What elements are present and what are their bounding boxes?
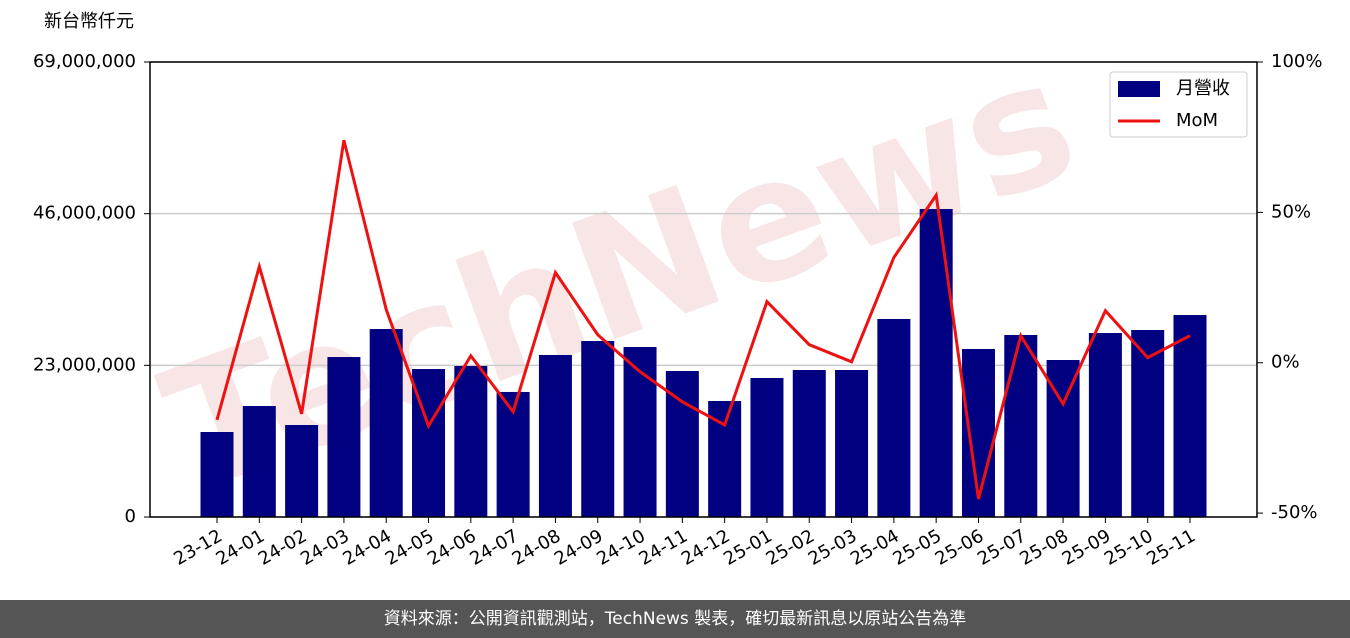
bar bbox=[792, 370, 826, 517]
bar bbox=[1004, 335, 1038, 517]
y2-tick-label: -50% bbox=[1271, 502, 1318, 523]
legend-swatch bbox=[1118, 81, 1160, 97]
bar bbox=[538, 354, 572, 517]
bar bbox=[581, 341, 615, 517]
line bbox=[215, 139, 1191, 500]
y2-tick-label: 0% bbox=[1271, 352, 1300, 373]
bar bbox=[242, 406, 276, 517]
bar bbox=[750, 377, 784, 517]
bar bbox=[369, 328, 403, 517]
y-tick-label: 46,000,000 bbox=[33, 203, 136, 224]
bar bbox=[835, 370, 869, 517]
bar bbox=[454, 365, 488, 517]
y-tick-label: 69,000,000 bbox=[33, 51, 136, 72]
plot-frame bbox=[149, 61, 1258, 518]
bar bbox=[1088, 333, 1122, 517]
bar bbox=[919, 208, 953, 517]
legend-label: 月營收 bbox=[1176, 78, 1230, 99]
x-tick-label: 25-11 bbox=[1143, 525, 1199, 569]
source-note: 資料來源：公開資訊觀測站，TechNews 製表，確切最新訊息以原站公告為準 bbox=[0, 600, 1350, 638]
bar bbox=[623, 347, 657, 517]
legend-label: MoM bbox=[1176, 110, 1218, 131]
y2-tick-label: 100% bbox=[1271, 51, 1322, 72]
bar bbox=[200, 432, 234, 517]
bar bbox=[285, 425, 319, 517]
bar bbox=[327, 357, 361, 517]
bar bbox=[1173, 315, 1207, 517]
y-axis-label: 新台幣仟元 bbox=[44, 11, 134, 32]
bar bbox=[1131, 329, 1165, 517]
y-tick-label: 23,000,000 bbox=[33, 354, 136, 375]
y2-tick-label: 50% bbox=[1271, 201, 1311, 222]
chart: TechNews 新台幣仟元 023,000,00046,000,00069,0… bbox=[33, 11, 1323, 570]
y-tick-label: 0 bbox=[125, 506, 136, 527]
bar bbox=[877, 318, 911, 517]
